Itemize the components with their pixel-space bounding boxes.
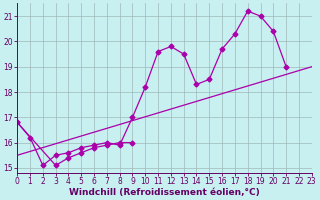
X-axis label: Windchill (Refroidissement éolien,°C): Windchill (Refroidissement éolien,°C) [69,188,260,197]
